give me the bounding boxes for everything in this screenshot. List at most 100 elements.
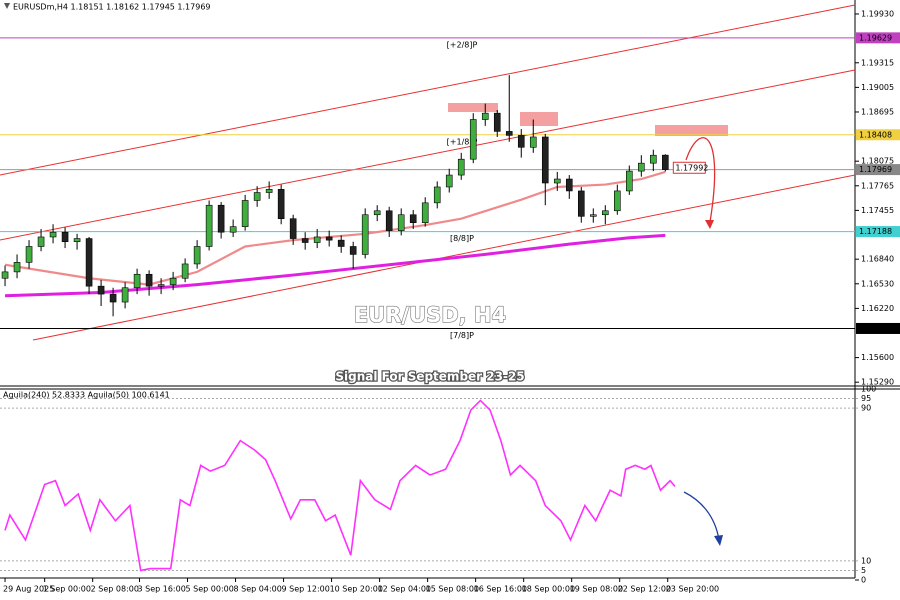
resistance-zones	[448, 103, 728, 136]
candle-body	[61, 231, 69, 243]
level-label: 1.17188	[859, 227, 892, 236]
candle-body	[265, 189, 273, 193]
plot-layer: 1.19930 1.19315 1.19005 1.18695 1.18075 1.177…	[0, 9, 900, 594]
candle-body	[109, 293, 117, 303]
indicator-tick-label: 5	[861, 566, 866, 575]
candle-body	[626, 170, 633, 192]
candle-body	[457, 158, 465, 176]
x-tick-label: 19 Sep 08:00	[570, 585, 623, 594]
channel-line	[0, 4, 856, 176]
candle-body	[469, 119, 477, 160]
candle-body	[589, 214, 597, 217]
subtitle: Signal For September 23-25	[335, 370, 524, 384]
candle-body	[181, 263, 189, 279]
candle-body	[385, 210, 393, 231]
y-tick-label: 1.15600	[861, 353, 894, 362]
x-tick-label: 10 Sep 20:00	[330, 585, 383, 594]
candle-body	[361, 214, 369, 255]
candle-body	[397, 214, 405, 231]
price-marker-label: 1.17992	[675, 163, 708, 172]
zone	[520, 112, 558, 126]
candle-body	[97, 285, 105, 295]
candle-body	[37, 236, 45, 247]
candle-body	[157, 284, 165, 287]
arrow-head	[714, 535, 723, 546]
moving-average	[4, 170, 666, 286]
candle-body	[349, 246, 357, 255]
indicator-tick-label: 95	[861, 394, 871, 403]
indicator-arrow	[683, 491, 720, 541]
candle-body	[73, 238, 81, 243]
candle-body	[217, 204, 225, 233]
candle-body	[421, 202, 429, 223]
x-tick-label: 5 Sep 00:00	[186, 585, 234, 594]
level-label-box	[856, 32, 900, 44]
indicator-label: Aguila(240) 52.8333 Aguila(50) 100.6141	[3, 391, 170, 400]
candle-body	[289, 218, 297, 239]
candle-body	[541, 136, 549, 184]
watermark: EUR/USD, H4	[354, 303, 506, 327]
x-tick-label: 3 Sep 16:00	[137, 585, 185, 594]
candle-body	[373, 210, 381, 216]
indicator-tick-label: 0	[861, 576, 866, 585]
candle-body	[145, 273, 153, 287]
candle-body	[13, 262, 21, 273]
y-tick-label: 1.16840	[861, 255, 894, 264]
indicator-tick-label: 10	[861, 556, 871, 565]
symbol-icon	[4, 3, 10, 9]
y-tick-label: 1.19930	[861, 9, 894, 18]
level-label-box	[856, 322, 900, 334]
candle-body	[301, 238, 309, 243]
forecast-arrow	[685, 137, 716, 223]
candle-body	[253, 192, 261, 201]
candle-body	[241, 200, 249, 227]
candle-body	[445, 174, 453, 188]
candle-body	[133, 273, 141, 289]
candle-body	[481, 112, 489, 120]
candle-body	[193, 246, 201, 265]
x-tick-label: 22 Sep 12:00	[618, 585, 671, 594]
indicator-tick-label: 90	[861, 404, 871, 413]
candle-body	[121, 287, 129, 303]
x-tick-label: 8 Sep 04:00	[234, 585, 282, 594]
candle-body	[337, 239, 345, 247]
candle-body	[205, 204, 213, 247]
x-tick-label: 15 Sep 08:00	[426, 585, 479, 594]
candle-body	[505, 131, 513, 136]
current-price-label: 1.17969	[859, 165, 892, 174]
zone	[448, 103, 498, 112]
candle-body	[409, 214, 417, 223]
x-tick-label: 18 Sep 00:00	[522, 585, 575, 594]
level-label-box	[856, 226, 900, 238]
candle-body	[517, 135, 525, 148]
indicator-line	[4, 399, 676, 572]
candle-body	[49, 231, 57, 238]
candle-body	[662, 154, 669, 170]
candle-body	[25, 246, 33, 263]
indicator-tick-label: 100	[861, 385, 876, 394]
zone	[655, 125, 728, 136]
candle-body	[650, 154, 657, 164]
candle-body	[325, 236, 333, 241]
x-tick-label: 16 Sep 16:00	[474, 585, 527, 594]
x-tick-label: 12 Sep 04:00	[378, 585, 431, 594]
candle-body	[85, 238, 93, 287]
x-tick-label: 9 Sep 12:00	[282, 585, 330, 594]
candle-body	[565, 178, 573, 192]
candle-body	[601, 210, 609, 216]
candle-body	[1, 271, 9, 279]
candle-body	[169, 277, 177, 285]
level-label-box	[856, 129, 900, 141]
level-label: 1.15967	[859, 324, 892, 333]
y-tick-label: 1.19005	[861, 83, 894, 92]
candle-body	[553, 178, 561, 184]
channel-line	[0, 69, 856, 241]
y-tick-label: 1.16530	[861, 279, 894, 288]
y-tick-label: 1.17455	[861, 206, 894, 215]
arrow-head	[705, 220, 714, 229]
y-tick-label: 1.19315	[861, 58, 894, 67]
level-tag: [+2/8]P	[447, 40, 478, 49]
symbol-header: EURUSDm,H4 1.18151 1.18162 1.17945 1.179…	[13, 3, 211, 12]
x-tick-label: 23 Sep 20:00	[666, 585, 719, 594]
